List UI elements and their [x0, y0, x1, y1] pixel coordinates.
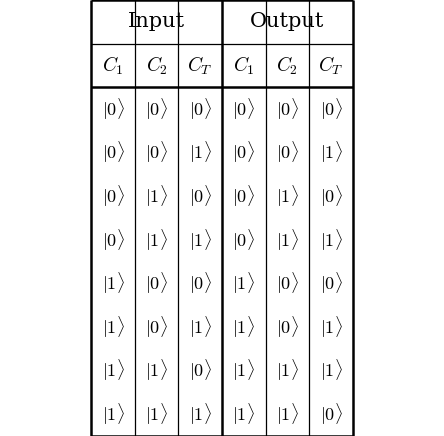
Text: $|0\rangle$: $|0\rangle$ [145, 271, 168, 296]
Text: Output: Output [250, 12, 325, 31]
Text: $|0\rangle$: $|0\rangle$ [276, 271, 299, 296]
Text: $|0\rangle$: $|0\rangle$ [145, 314, 168, 340]
Text: $|0\rangle$: $|0\rangle$ [276, 314, 299, 340]
Text: $|1\rangle$: $|1\rangle$ [189, 314, 212, 340]
Text: $|0\rangle$: $|0\rangle$ [102, 227, 124, 252]
Text: $|1\rangle$: $|1\rangle$ [232, 271, 255, 296]
Text: $|0\rangle$: $|0\rangle$ [189, 358, 212, 383]
Text: $|1\rangle$: $|1\rangle$ [276, 402, 299, 427]
Text: $|0\rangle$: $|0\rangle$ [102, 96, 124, 122]
Text: $|0\rangle$: $|0\rangle$ [145, 96, 168, 122]
Text: $|0\rangle$: $|0\rangle$ [276, 140, 299, 165]
Text: $|1\rangle$: $|1\rangle$ [320, 358, 342, 383]
Text: $|1\rangle$: $|1\rangle$ [145, 402, 168, 427]
Text: $|1\rangle$: $|1\rangle$ [145, 184, 168, 209]
Text: $|0\rangle$: $|0\rangle$ [232, 96, 255, 122]
Text: $|1\rangle$: $|1\rangle$ [102, 271, 124, 296]
Text: $|1\rangle$: $|1\rangle$ [232, 314, 255, 340]
Text: Input: Input [128, 12, 185, 31]
Text: $|0\rangle$: $|0\rangle$ [320, 184, 342, 209]
Text: $|1\rangle$: $|1\rangle$ [276, 358, 299, 383]
Text: $|1\rangle$: $|1\rangle$ [145, 227, 168, 252]
Text: $C_2$: $C_2$ [146, 54, 167, 77]
Text: $|0\rangle$: $|0\rangle$ [189, 184, 212, 209]
Text: $|0\rangle$: $|0\rangle$ [320, 402, 342, 427]
Text: $|0\rangle$: $|0\rangle$ [145, 140, 168, 165]
Text: $|1\rangle$: $|1\rangle$ [102, 314, 124, 340]
Text: $|0\rangle$: $|0\rangle$ [102, 184, 124, 209]
Text: $|1\rangle$: $|1\rangle$ [320, 140, 342, 165]
Text: $|1\rangle$: $|1\rangle$ [189, 140, 212, 165]
Text: $C_T$: $C_T$ [318, 54, 344, 77]
Text: $|0\rangle$: $|0\rangle$ [232, 140, 255, 165]
Text: $|1\rangle$: $|1\rangle$ [102, 402, 124, 427]
Text: $|1\rangle$: $|1\rangle$ [145, 358, 168, 383]
Text: $|1\rangle$: $|1\rangle$ [232, 358, 255, 383]
Text: $|1\rangle$: $|1\rangle$ [189, 227, 212, 252]
Text: $|0\rangle$: $|0\rangle$ [232, 227, 255, 252]
Text: $|1\rangle$: $|1\rangle$ [276, 227, 299, 252]
Text: $C_2$: $C_2$ [277, 54, 298, 77]
Text: $|0\rangle$: $|0\rangle$ [102, 140, 124, 165]
Text: $|1\rangle$: $|1\rangle$ [232, 402, 255, 427]
Text: $|0\rangle$: $|0\rangle$ [232, 184, 255, 209]
Text: $|1\rangle$: $|1\rangle$ [189, 402, 212, 427]
Text: $|1\rangle$: $|1\rangle$ [102, 358, 124, 383]
Text: $C_1$: $C_1$ [233, 54, 255, 77]
Text: $|0\rangle$: $|0\rangle$ [320, 271, 342, 296]
Text: $|1\rangle$: $|1\rangle$ [276, 184, 299, 209]
Text: $C_T$: $C_T$ [187, 54, 213, 77]
Text: $|0\rangle$: $|0\rangle$ [189, 96, 212, 122]
Text: $|0\rangle$: $|0\rangle$ [189, 271, 212, 296]
Text: $|0\rangle$: $|0\rangle$ [320, 96, 342, 122]
Text: $C_1$: $C_1$ [102, 54, 124, 77]
Text: $|0\rangle$: $|0\rangle$ [276, 96, 299, 122]
Text: $|1\rangle$: $|1\rangle$ [320, 314, 342, 340]
Text: $|1\rangle$: $|1\rangle$ [320, 227, 342, 252]
